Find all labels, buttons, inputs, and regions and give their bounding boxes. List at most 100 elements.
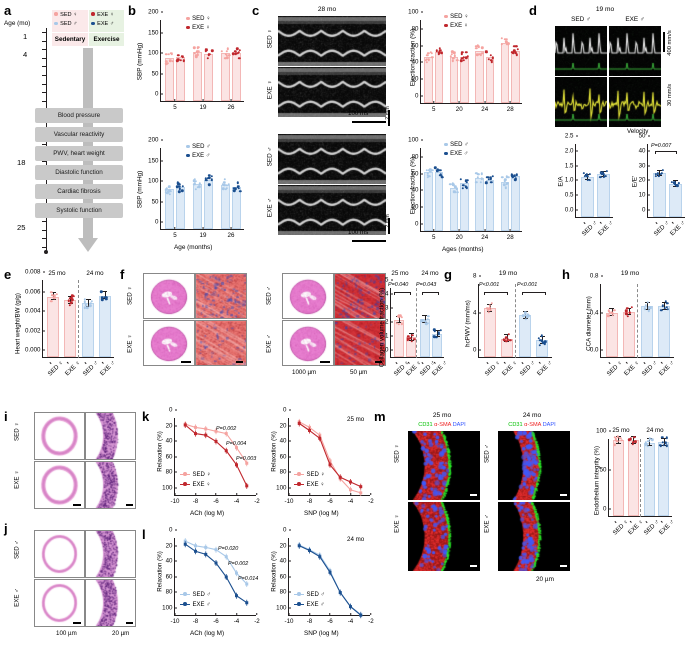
stain-cd31: CD31: [508, 422, 523, 428]
legend-dot: [444, 151, 448, 156]
data-point: [226, 47, 229, 50]
y-axis-tick: 50: [139, 198, 163, 205]
echo-row-label-exe-male: EXE ♂: [266, 197, 274, 218]
timeline-tick: [42, 161, 46, 162]
x-axis-tick: 19: [200, 99, 206, 111]
data-point: [55, 292, 59, 296]
process-box-cardiac-fibrosis: Cardiac fibrosis: [35, 184, 123, 199]
y-axis-tick: 30: [626, 162, 650, 169]
heart-cross-section: [283, 274, 333, 318]
data-point: [236, 51, 239, 55]
data-point: [427, 314, 430, 318]
data-point: [605, 169, 608, 173]
panel-l-ach-legend-sed: SED ♂: [180, 592, 211, 598]
data-point: [489, 177, 492, 180]
error-bar-cap: [85, 299, 91, 300]
doppler-image-sed-bottom: [555, 77, 607, 127]
echocardiogram-trace: [278, 185, 386, 235]
legend-exe-male: EXE ♂: [91, 21, 114, 27]
immunofluorescence-image: [408, 431, 480, 500]
x-axis-tick: -2: [254, 613, 260, 625]
histo-zoom-exe-male: [334, 320, 386, 366]
process-box-systolic-function: Systolic function: [35, 203, 123, 218]
data-point: [413, 338, 416, 341]
panel-c-male-legend-sed: SED ♂: [444, 142, 469, 148]
echo-image-sed-male: [278, 134, 386, 184]
data-point: [507, 175, 510, 179]
dose-response-curves: [183, 538, 249, 606]
y-axis-tick: 0: [399, 93, 423, 100]
y-axis-tick: 40: [399, 187, 423, 194]
process-box-vascular-reactivity: Vascular reactivity: [35, 127, 123, 142]
y-axis-tick: 0.0: [579, 347, 603, 354]
data-point: [237, 51, 240, 54]
data-point: [50, 299, 53, 303]
data-point: [426, 317, 430, 321]
data-point: [425, 60, 429, 64]
error-bar-cap: [102, 298, 108, 300]
data-point: [211, 49, 214, 52]
panel-k-snp-legend-sed: SED ♀: [294, 472, 325, 478]
data-point: [502, 338, 505, 341]
panel-d-title: 19 mo: [595, 6, 615, 13]
y-axis-tick: 150: [139, 29, 163, 36]
data-point: [479, 53, 483, 56]
error-bar-cap: [644, 308, 650, 310]
sedentary-legend-block: [52, 10, 88, 32]
data-point: [487, 177, 490, 181]
data-point: [487, 310, 490, 314]
y-axis-tick: 20: [399, 204, 423, 211]
data-point: [465, 180, 469, 184]
data-point: [178, 183, 182, 186]
data-point: [437, 332, 440, 335]
data-point: [431, 169, 434, 172]
panel-c-male-plot: 0 20 40 60 80 100 5 20 24 28: [408, 137, 522, 241]
legend-sed-female: SED ♀: [54, 12, 77, 18]
bar: [424, 56, 433, 103]
panel-c: c 28 mo SED ♀ EXE ♀ 2 mm 100 ms SED ♂ EX…: [252, 4, 527, 266]
legend-dot: [444, 142, 448, 147]
panel-k-pvalue-2: P=0.004: [226, 441, 247, 447]
data-point: [194, 55, 198, 58]
bar: [612, 440, 624, 516]
y-axis-tick: 0.5: [554, 192, 578, 199]
data-point: [434, 166, 437, 169]
panel-f-chart: 25 mo 24 mo Collagen volume fraction (%)…: [368, 268, 449, 408]
data-point: [181, 185, 184, 188]
data-point: [424, 59, 428, 62]
legend-dot-exe-female: [91, 12, 95, 16]
vessel-scalebar-low-female: [73, 504, 81, 506]
data-point: [475, 44, 478, 48]
data-point: [486, 306, 489, 310]
data-point: [430, 56, 434, 59]
data-point: [461, 184, 465, 187]
error-bar-cap: [657, 169, 662, 171]
data-point: [427, 51, 430, 55]
bar: [220, 184, 231, 229]
data-point: [236, 185, 239, 189]
data-point: [175, 185, 179, 188]
data-point: [51, 293, 55, 297]
timeline-tick: [42, 247, 46, 248]
data-point: [625, 309, 628, 312]
data-point: [176, 59, 179, 62]
bar: [419, 319, 430, 357]
vessel-wall-zoom: [86, 531, 135, 577]
data-point: [180, 189, 184, 192]
data-point: [539, 338, 542, 342]
legend-line: [180, 592, 190, 596]
data-point: [613, 436, 617, 439]
panel-k-snp-legend-exe: EXE ♀: [294, 482, 325, 488]
y-axis-tick: 100: [139, 178, 163, 185]
error-bar-cap: [504, 334, 510, 336]
bar: [580, 177, 594, 217]
data-point: [207, 176, 211, 179]
data-point: [234, 187, 237, 190]
data-point: [478, 53, 481, 56]
y-axis-tick: 150: [139, 157, 163, 164]
bar: [511, 50, 520, 103]
data-point: [430, 51, 433, 55]
data-point: [221, 183, 225, 186]
bar: [652, 173, 666, 217]
data-point: [485, 50, 489, 54]
